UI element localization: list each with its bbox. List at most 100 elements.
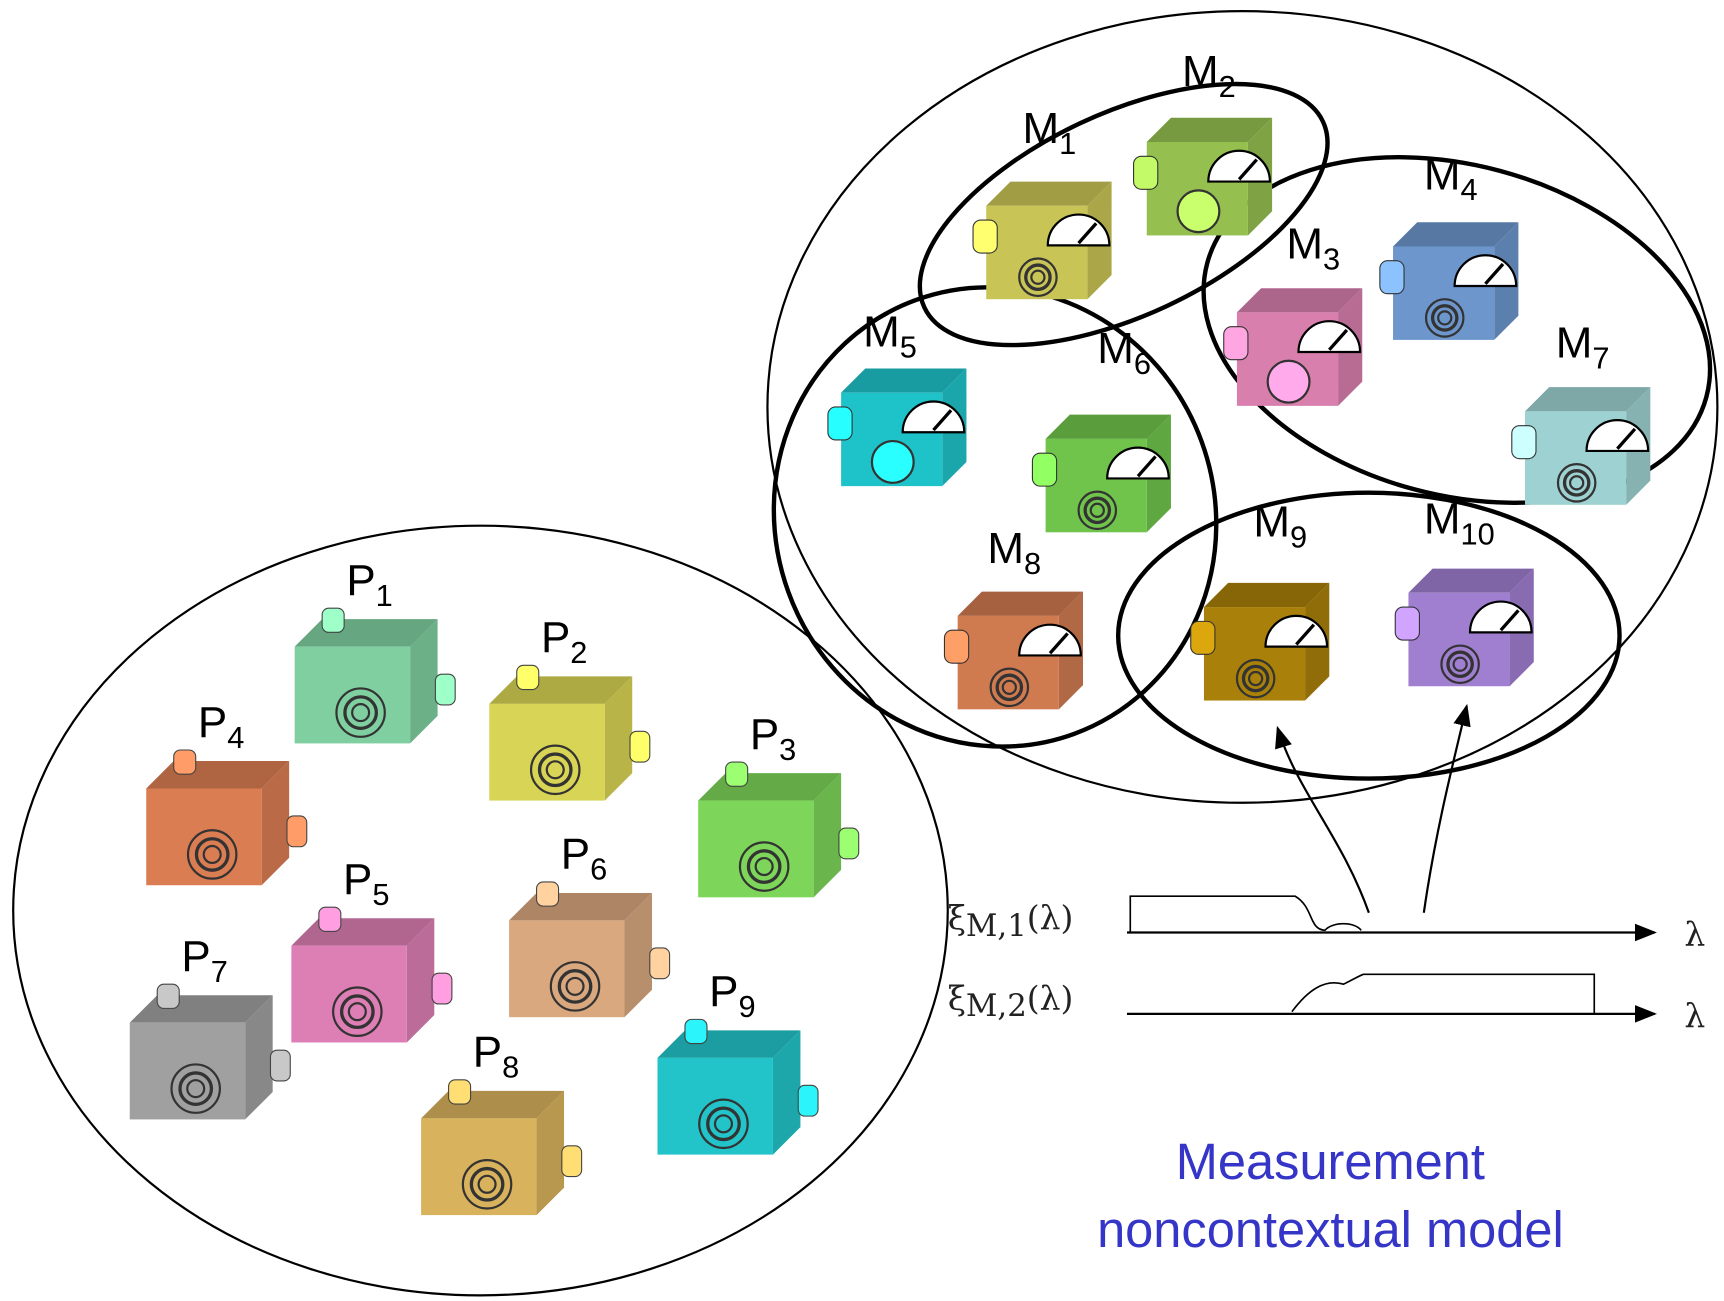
diagram: ξM,1(λ) ξM,2(λ) λ λ Measurement nonconte… <box>0 0 1724 1301</box>
outcome <box>872 441 914 483</box>
output-port <box>270 1050 290 1081</box>
label-subscript: 6 <box>590 852 607 887</box>
device-label: M3 <box>1286 220 1340 277</box>
cube-front <box>130 1023 245 1120</box>
response-curve <box>1292 974 1594 1014</box>
outcome <box>1268 361 1310 403</box>
label-subscript: 4 <box>1460 172 1477 207</box>
label-base: P <box>709 967 738 1016</box>
output-port <box>839 828 859 859</box>
label-subscript: 4 <box>227 720 244 755</box>
cube-front <box>489 704 604 801</box>
device-label: M6 <box>1097 324 1151 381</box>
symbol: ξ <box>948 898 966 937</box>
label-base: M <box>1424 494 1461 543</box>
arrow <box>1278 728 1369 913</box>
symbol: ξ <box>948 978 966 1017</box>
input-port <box>537 882 559 906</box>
input-port <box>944 630 968 663</box>
outcome <box>1178 190 1220 232</box>
input-port <box>828 407 852 440</box>
label-subscript: 3 <box>779 732 796 767</box>
label-base: P <box>541 613 570 662</box>
label-subscript: 8 <box>502 1050 519 1085</box>
label-base: M <box>1253 498 1290 547</box>
page: ξM,1(λ) ξM,2(λ) λ λ Measurement nonconte… <box>0 0 1724 1301</box>
output-port <box>432 973 452 1004</box>
device <box>1032 415 1171 533</box>
cube-front <box>509 920 624 1017</box>
label-base: P <box>198 698 227 747</box>
device-label: M1 <box>1023 104 1077 161</box>
label-base: P <box>473 1028 502 1077</box>
input-port <box>1191 621 1215 654</box>
device <box>1191 583 1330 701</box>
output-port <box>562 1146 582 1177</box>
device <box>509 882 670 1017</box>
cube-front <box>657 1058 772 1155</box>
label-subscript: 7 <box>1592 340 1609 375</box>
label-subscript: 1 <box>1059 126 1076 161</box>
input-port <box>726 762 748 786</box>
device-label: P7 <box>181 932 227 989</box>
label-subscript: 5 <box>900 329 917 364</box>
device <box>1380 222 1519 340</box>
input-port <box>319 907 341 931</box>
label-base: M <box>1097 324 1134 373</box>
output-port <box>630 731 650 762</box>
cube-front <box>295 647 410 744</box>
device <box>973 182 1112 300</box>
label-base: M <box>1286 220 1323 269</box>
device <box>1134 118 1273 236</box>
input-port <box>1224 327 1248 360</box>
device <box>421 1080 582 1215</box>
argument: (λ) <box>1027 898 1074 937</box>
device <box>828 368 967 486</box>
input-port <box>1134 156 1158 189</box>
output-port <box>287 816 307 847</box>
label-base: P <box>343 855 372 904</box>
argument: (λ) <box>1027 978 1074 1017</box>
label-subscript: 6 <box>1134 346 1151 381</box>
label-subscript: 1 <box>376 578 393 613</box>
input-port <box>973 220 997 253</box>
subscript: M,1 <box>966 908 1027 944</box>
cube-front <box>698 801 813 898</box>
input-port <box>449 1080 471 1104</box>
device-label: M8 <box>987 524 1041 581</box>
device-label: M4 <box>1424 150 1478 207</box>
label-base: M <box>863 307 900 356</box>
device-label: P3 <box>750 710 796 767</box>
device-label: P1 <box>346 556 392 613</box>
input-port <box>1380 261 1404 294</box>
input-port <box>174 750 196 774</box>
input-port <box>1395 607 1419 640</box>
label-subscript: 2 <box>1219 69 1236 104</box>
device <box>944 592 1083 710</box>
subscript: M,2 <box>966 988 1027 1024</box>
function-label: ξM,2(λ) <box>948 978 1074 1024</box>
label-base: M <box>1424 150 1461 199</box>
input-port <box>517 665 539 689</box>
output-port <box>798 1085 818 1116</box>
device-label: P6 <box>561 830 607 887</box>
label-base: P <box>346 556 375 605</box>
label-base: M <box>1023 104 1060 153</box>
device <box>291 907 452 1042</box>
device <box>146 750 307 885</box>
device-label: P4 <box>198 698 244 755</box>
device-label: P8 <box>473 1028 519 1085</box>
label-base: P <box>561 830 590 879</box>
label-base: P <box>181 932 210 981</box>
cube-front <box>421 1118 536 1215</box>
label-base: P <box>750 710 779 759</box>
input-port <box>1512 426 1536 459</box>
device-label: M7 <box>1556 318 1610 375</box>
label-subscript: 7 <box>211 954 228 989</box>
context-curve <box>709 225 1280 809</box>
device <box>130 984 291 1119</box>
input-port <box>1032 453 1056 486</box>
device-label: M5 <box>863 307 917 364</box>
arrow <box>1424 706 1467 913</box>
caption: Measurement <box>1176 1133 1485 1190</box>
